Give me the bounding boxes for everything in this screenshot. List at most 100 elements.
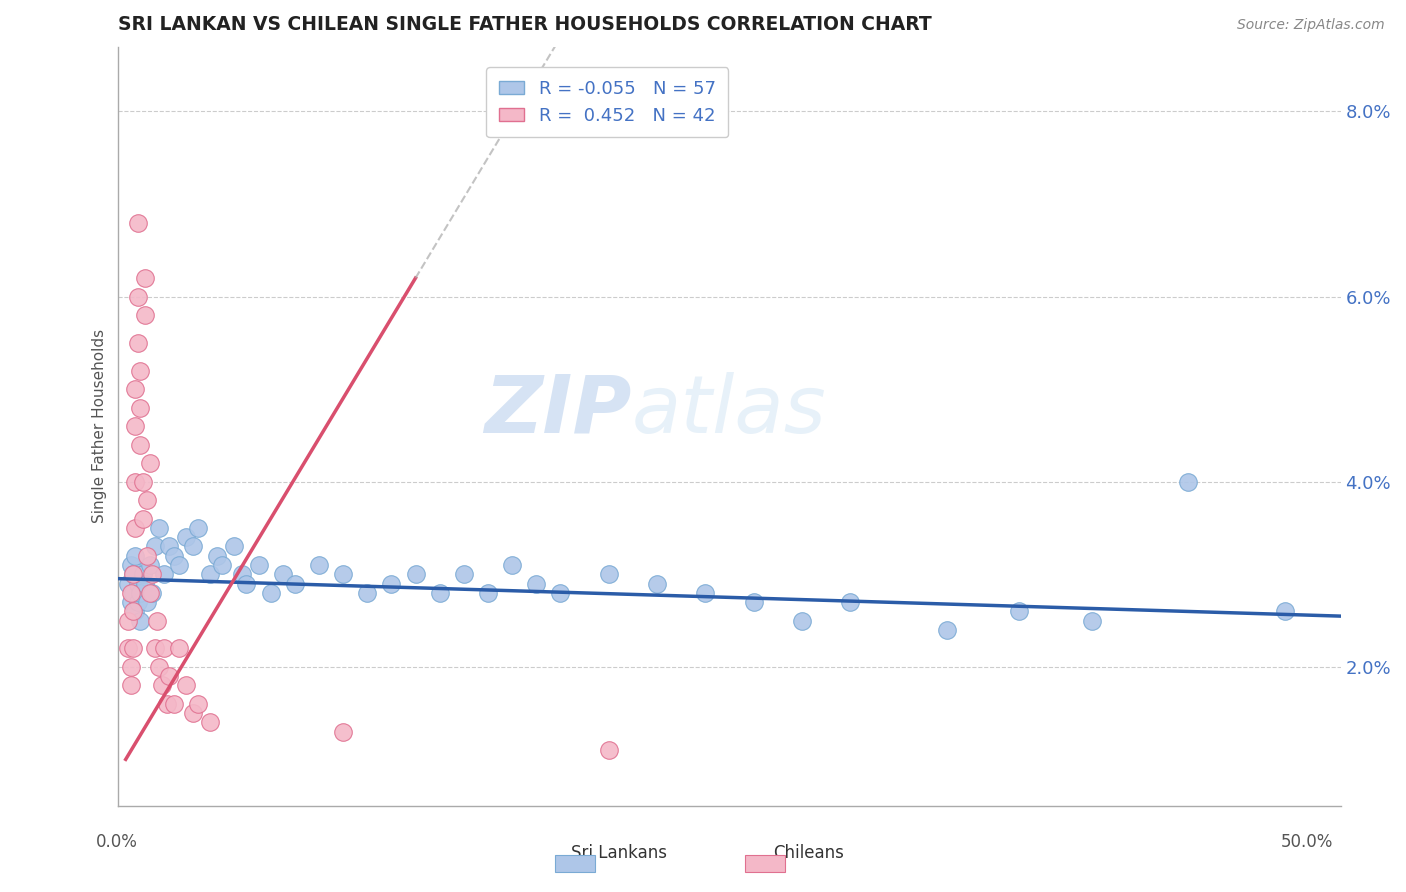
Point <box>122 586 145 600</box>
Text: SRI LANKAN VS CHILEAN SINGLE FATHER HOUSEHOLDS CORRELATION CHART: SRI LANKAN VS CHILEAN SINGLE FATHER HOUS… <box>118 15 932 34</box>
Point <box>742 595 765 609</box>
Point <box>695 586 717 600</box>
Text: Sri Lankans: Sri Lankans <box>571 844 666 862</box>
Point <box>935 623 957 637</box>
Point <box>271 567 294 582</box>
Point <box>380 576 402 591</box>
Point <box>131 512 153 526</box>
Point <box>235 576 257 591</box>
Point <box>122 567 145 582</box>
Point <box>122 604 145 618</box>
Point <box>163 549 186 563</box>
Point <box>143 641 166 656</box>
Point <box>129 401 152 415</box>
Point <box>136 595 159 609</box>
Point <box>645 576 668 591</box>
Text: 0.0%: 0.0% <box>96 833 138 851</box>
Point <box>167 558 190 572</box>
Point <box>200 715 222 730</box>
Point <box>120 660 142 674</box>
Point <box>124 604 146 618</box>
Point <box>131 475 153 489</box>
Point <box>598 743 620 757</box>
Point <box>120 595 142 609</box>
Point <box>122 641 145 656</box>
Point <box>120 586 142 600</box>
Point <box>153 567 176 582</box>
Point <box>136 493 159 508</box>
Point <box>187 697 209 711</box>
Point <box>153 641 176 656</box>
Point <box>139 586 162 600</box>
Point <box>120 558 142 572</box>
Point <box>124 419 146 434</box>
Point <box>156 697 179 711</box>
Point <box>141 567 163 582</box>
Point <box>134 576 156 591</box>
Point <box>453 567 475 582</box>
Point <box>122 567 145 582</box>
Text: atlas: atlas <box>631 372 827 450</box>
Point <box>134 308 156 322</box>
Point <box>356 586 378 600</box>
Point <box>332 567 354 582</box>
Point <box>163 697 186 711</box>
Point <box>524 576 547 591</box>
Point <box>224 540 246 554</box>
Point <box>129 614 152 628</box>
Point <box>200 567 222 582</box>
Point <box>129 438 152 452</box>
Point <box>124 521 146 535</box>
Point <box>247 558 270 572</box>
Point <box>134 271 156 285</box>
Point <box>124 382 146 396</box>
Point <box>405 567 427 582</box>
Point <box>127 289 149 303</box>
Point <box>477 586 499 600</box>
Point <box>127 335 149 350</box>
Point <box>332 724 354 739</box>
Point <box>143 540 166 554</box>
Point <box>259 586 281 600</box>
Point <box>129 363 152 377</box>
Point <box>127 595 149 609</box>
Point <box>141 586 163 600</box>
Point <box>117 641 139 656</box>
Point <box>167 641 190 656</box>
Point <box>146 614 169 628</box>
Point <box>181 706 204 720</box>
Point <box>1274 604 1296 618</box>
Point <box>124 549 146 563</box>
Point <box>127 576 149 591</box>
Text: Chileans: Chileans <box>773 844 844 862</box>
Point <box>148 521 170 535</box>
Point <box>550 586 572 600</box>
Point <box>308 558 330 572</box>
Point <box>174 530 197 544</box>
Point <box>790 614 813 628</box>
Point <box>207 549 229 563</box>
Point <box>429 586 451 600</box>
Point <box>136 549 159 563</box>
Point <box>150 678 173 692</box>
Point <box>181 540 204 554</box>
Point <box>127 215 149 229</box>
Point <box>1177 475 1199 489</box>
Legend: R = -0.055   N = 57, R =  0.452   N = 42: R = -0.055 N = 57, R = 0.452 N = 42 <box>486 67 728 137</box>
Point <box>139 558 162 572</box>
Point <box>211 558 233 572</box>
Y-axis label: Single Father Households: Single Father Households <box>93 329 107 524</box>
Point <box>120 678 142 692</box>
Point <box>1080 614 1102 628</box>
Point <box>124 475 146 489</box>
Point <box>139 456 162 470</box>
Point <box>187 521 209 535</box>
Point <box>117 614 139 628</box>
Point <box>501 558 523 572</box>
Point <box>157 540 180 554</box>
Point <box>117 576 139 591</box>
Point <box>598 567 620 582</box>
Point <box>131 567 153 582</box>
Point <box>284 576 307 591</box>
Point <box>231 567 253 582</box>
